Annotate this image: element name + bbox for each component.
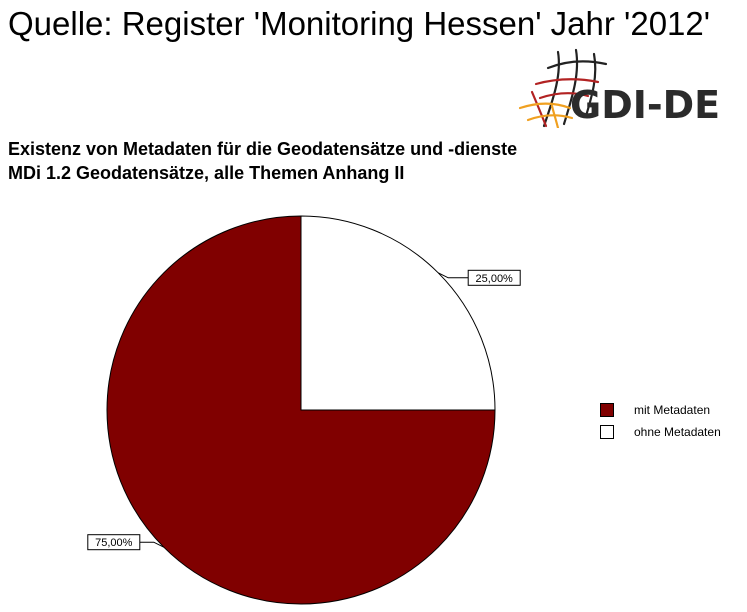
- logo-text: GDI-DE: [570, 83, 720, 127]
- callout-box-1: [87, 534, 141, 551]
- chart-legend: mit Metadaten ohne Metadaten: [600, 402, 721, 446]
- callout-box-2: [467, 269, 521, 286]
- pie-slice-2: [300, 215, 496, 411]
- logo-grid-icon: [518, 48, 608, 128]
- legend-item-1: mit Metadaten: [600, 402, 721, 418]
- legend-swatch: [600, 425, 614, 439]
- data-label-1: 75,00%: [95, 537, 133, 549]
- pie-slice-1: [106, 215, 496, 605]
- gdi-de-logo: GDI-DE: [518, 48, 720, 128]
- legend-label: ohne Metadaten: [634, 425, 721, 439]
- data-label-2: 25,00%: [476, 273, 514, 285]
- callout-line-2: [437, 272, 469, 279]
- pie-callouts: 75,00% 25,00%: [87, 269, 521, 551]
- legend-item-2: ohne Metadaten: [600, 424, 721, 440]
- legend-swatch: [600, 403, 614, 417]
- source-line: Quelle: Register 'Monitoring Hessen' Jah…: [8, 5, 711, 42]
- chart-subtitle: MDi 1.2 Geodatensätze, alle Themen Anhan…: [8, 163, 405, 183]
- legend-label: mit Metadaten: [634, 403, 711, 417]
- callout-line-1: [139, 541, 165, 548]
- chart-title: Existenz von Metadaten für die Geodatens…: [8, 139, 518, 159]
- pie-slices: [106, 215, 496, 605]
